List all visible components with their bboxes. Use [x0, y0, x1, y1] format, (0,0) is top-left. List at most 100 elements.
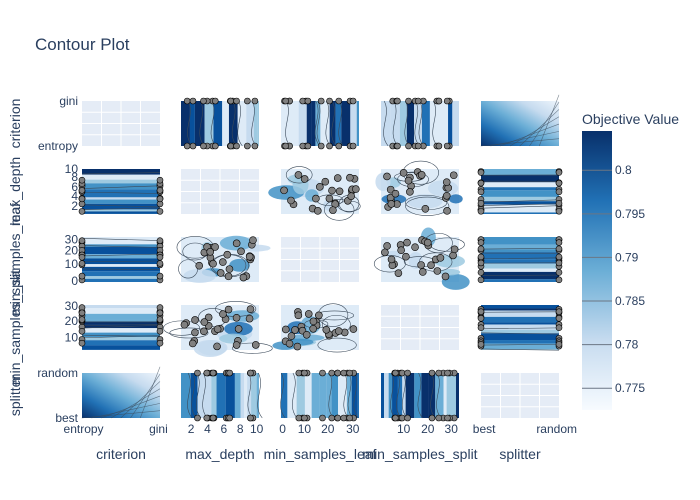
trial-marker	[226, 369, 233, 377]
panel-max_depth-vs-splitter	[477, 168, 563, 215]
trial-marker	[78, 327, 86, 335]
trial-marker	[391, 189, 400, 198]
y-tick-label: 6	[71, 180, 78, 194]
trial-marker	[315, 311, 323, 320]
contour-band	[481, 333, 559, 341]
trial-marker	[251, 97, 259, 105]
contour-line	[509, 116, 560, 147]
trial-marker	[555, 199, 563, 207]
contour-band	[246, 101, 254, 146]
trial-marker	[209, 259, 217, 268]
panel-min_samples_leaf-vs-min_samples_leaf	[281, 237, 359, 282]
trial-marker	[477, 199, 485, 207]
contour-band	[406, 101, 415, 146]
trial-marker	[213, 342, 221, 351]
contour-line	[538, 94, 560, 147]
contour-band	[481, 196, 559, 202]
x-tick-label: 2	[188, 422, 195, 436]
trial-marker	[334, 414, 342, 422]
panel-min_samples_split-vs-min_samples_leaf	[272, 303, 359, 353]
x-axis-label: max_depth	[185, 446, 254, 462]
trial-marker	[224, 272, 233, 281]
contour-line	[81, 324, 161, 327]
contour-line	[480, 247, 560, 250]
panel-criterion-vs-min_samples_split	[381, 97, 459, 150]
trial-marker	[224, 305, 233, 314]
contour-band	[211, 373, 217, 418]
contour-blob	[183, 268, 216, 283]
contour-band	[244, 373, 248, 418]
trial-marker	[428, 414, 436, 422]
contour-band	[356, 101, 359, 146]
contour-band	[225, 373, 235, 418]
contour-band	[414, 101, 422, 146]
trial-marker	[421, 205, 430, 213]
contour-band	[82, 337, 160, 341]
x-axis-label: splitter	[499, 446, 541, 462]
contour-band	[82, 271, 160, 277]
contour-band	[82, 264, 160, 267]
trial-marker	[78, 272, 86, 280]
trial-marker	[294, 311, 303, 320]
trial-marker	[219, 310, 227, 318]
contour-band	[481, 252, 559, 260]
contour-band	[311, 101, 316, 146]
contour-blob	[219, 333, 248, 344]
contour-band	[481, 322, 559, 325]
trial-marker	[347, 192, 356, 200]
contour-line	[390, 372, 396, 419]
contour-band	[390, 101, 400, 146]
contour-band	[181, 373, 191, 418]
contour-band	[397, 373, 403, 418]
trial-marker	[282, 142, 289, 150]
trial-marker	[435, 97, 443, 105]
x-tick-label: 30	[445, 422, 459, 436]
contour-line	[202, 372, 208, 419]
contour-band	[257, 101, 259, 146]
contour-band	[421, 101, 430, 146]
contour-band	[287, 373, 297, 418]
trial-marker	[404, 414, 411, 422]
contour-band	[82, 254, 160, 259]
x-axis-label: min_samples_split	[362, 446, 477, 462]
colorbar-tick-label: 0.785	[615, 294, 645, 308]
contour-line	[480, 274, 560, 276]
trial-marker	[414, 97, 422, 105]
contour-band	[204, 101, 214, 146]
contour-line	[519, 109, 560, 147]
contour-line	[353, 372, 359, 419]
contour-line	[81, 324, 161, 329]
trial-marker	[383, 172, 391, 181]
trial-marker	[406, 188, 414, 196]
contour-line	[191, 372, 197, 419]
y-axis-label: max_depth	[7, 157, 23, 226]
contour-band	[481, 324, 559, 330]
panel-splitter-vs-criterion	[81, 366, 161, 419]
contour-band	[481, 190, 559, 197]
trial-marker	[251, 341, 260, 349]
contour-band	[82, 209, 160, 212]
trial-marker	[245, 314, 254, 323]
trial-marker	[244, 142, 251, 150]
contour-band	[421, 373, 429, 418]
contour-band	[298, 101, 307, 146]
trial-marker	[204, 313, 213, 322]
contour-band	[399, 101, 407, 146]
trial-marker	[302, 330, 311, 339]
panel-min_samples_leaf-vs-max_depth	[176, 235, 271, 283]
contour-band	[448, 101, 453, 146]
trial-marker	[555, 253, 563, 261]
trial-marker	[555, 239, 563, 246]
contour-line	[480, 203, 560, 206]
trial-marker	[322, 325, 331, 334]
contour-line	[338, 100, 344, 147]
trial-marker	[417, 171, 426, 179]
trial-marker	[392, 369, 399, 377]
y-tick-label: 10	[65, 257, 79, 271]
trial-marker	[477, 179, 485, 187]
contour-band	[203, 373, 212, 418]
contour-band	[82, 278, 160, 282]
contour-band	[455, 373, 459, 418]
contour-line	[480, 343, 560, 346]
trial-marker	[417, 261, 425, 269]
